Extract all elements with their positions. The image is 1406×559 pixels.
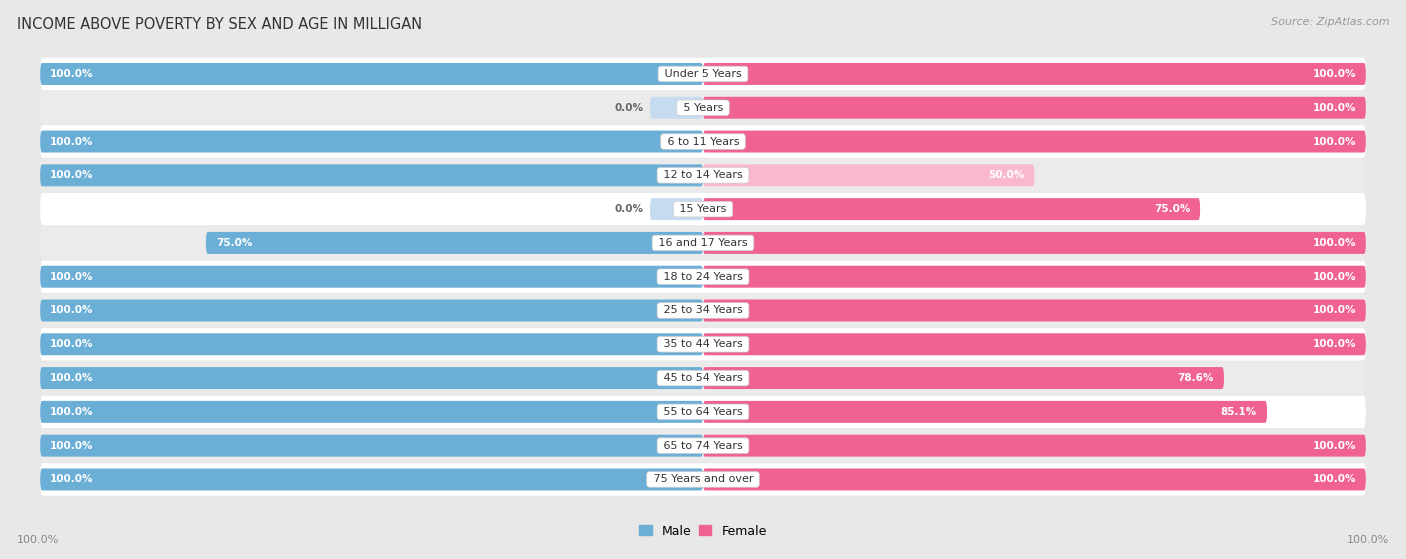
Text: 100.0%: 100.0% <box>1312 103 1355 113</box>
FancyBboxPatch shape <box>41 435 703 457</box>
FancyBboxPatch shape <box>41 463 1365 496</box>
FancyBboxPatch shape <box>205 232 703 254</box>
Text: 45 to 54 Years: 45 to 54 Years <box>659 373 747 383</box>
Text: 100.0%: 100.0% <box>51 339 94 349</box>
FancyBboxPatch shape <box>703 401 1267 423</box>
Text: 100.0%: 100.0% <box>51 136 94 146</box>
Text: INCOME ABOVE POVERTY BY SEX AND AGE IN MILLIGAN: INCOME ABOVE POVERTY BY SEX AND AGE IN M… <box>17 17 422 32</box>
FancyBboxPatch shape <box>41 294 1365 326</box>
Text: Source: ZipAtlas.com: Source: ZipAtlas.com <box>1271 17 1389 27</box>
Text: 100.0%: 100.0% <box>51 69 94 79</box>
Text: 100.0%: 100.0% <box>51 407 94 417</box>
Text: 0.0%: 0.0% <box>614 103 644 113</box>
FancyBboxPatch shape <box>703 97 1365 119</box>
FancyBboxPatch shape <box>703 266 1365 288</box>
FancyBboxPatch shape <box>703 333 1365 356</box>
FancyBboxPatch shape <box>41 362 1365 394</box>
Text: 35 to 44 Years: 35 to 44 Years <box>659 339 747 349</box>
Text: 65 to 74 Years: 65 to 74 Years <box>659 440 747 451</box>
Text: 0.0%: 0.0% <box>614 204 644 214</box>
Text: 100.0%: 100.0% <box>1312 306 1355 315</box>
Text: 75.0%: 75.0% <box>217 238 252 248</box>
Text: 75.0%: 75.0% <box>1154 204 1191 214</box>
FancyBboxPatch shape <box>703 198 1201 220</box>
FancyBboxPatch shape <box>41 468 703 490</box>
Text: 16 and 17 Years: 16 and 17 Years <box>655 238 751 248</box>
FancyBboxPatch shape <box>703 367 1225 389</box>
Text: 100.0%: 100.0% <box>1312 475 1355 485</box>
FancyBboxPatch shape <box>703 63 1365 85</box>
FancyBboxPatch shape <box>41 227 1365 259</box>
FancyBboxPatch shape <box>703 131 1365 153</box>
Text: Under 5 Years: Under 5 Years <box>661 69 745 79</box>
FancyBboxPatch shape <box>41 164 703 186</box>
FancyBboxPatch shape <box>41 367 703 389</box>
FancyBboxPatch shape <box>41 58 1365 90</box>
FancyBboxPatch shape <box>41 333 703 356</box>
Text: 100.0%: 100.0% <box>1312 440 1355 451</box>
Text: 100.0%: 100.0% <box>51 272 94 282</box>
Text: 100.0%: 100.0% <box>1312 272 1355 282</box>
Text: 18 to 24 Years: 18 to 24 Years <box>659 272 747 282</box>
Text: 100.0%: 100.0% <box>51 475 94 485</box>
FancyBboxPatch shape <box>650 97 703 119</box>
Text: 75 Years and over: 75 Years and over <box>650 475 756 485</box>
Text: 100.0%: 100.0% <box>1312 339 1355 349</box>
FancyBboxPatch shape <box>703 164 1035 186</box>
FancyBboxPatch shape <box>41 92 1365 124</box>
FancyBboxPatch shape <box>41 125 1365 158</box>
Text: 85.1%: 85.1% <box>1220 407 1257 417</box>
Text: 100.0%: 100.0% <box>17 535 59 545</box>
Text: 5 Years: 5 Years <box>679 103 727 113</box>
FancyBboxPatch shape <box>41 300 703 321</box>
Text: 12 to 14 Years: 12 to 14 Years <box>659 170 747 181</box>
Text: 25 to 34 Years: 25 to 34 Years <box>659 306 747 315</box>
FancyBboxPatch shape <box>703 468 1365 490</box>
Text: 100.0%: 100.0% <box>1312 69 1355 79</box>
Text: 6 to 11 Years: 6 to 11 Years <box>664 136 742 146</box>
Text: 100.0%: 100.0% <box>51 440 94 451</box>
FancyBboxPatch shape <box>41 328 1365 361</box>
FancyBboxPatch shape <box>41 131 703 153</box>
FancyBboxPatch shape <box>41 63 703 85</box>
Text: 100.0%: 100.0% <box>51 373 94 383</box>
Text: 50.0%: 50.0% <box>988 170 1025 181</box>
FancyBboxPatch shape <box>703 435 1365 457</box>
FancyBboxPatch shape <box>41 266 703 288</box>
Legend: Male, Female: Male, Female <box>640 524 766 538</box>
FancyBboxPatch shape <box>41 260 1365 293</box>
Text: 100.0%: 100.0% <box>1312 238 1355 248</box>
FancyBboxPatch shape <box>41 396 1365 428</box>
FancyBboxPatch shape <box>41 193 1365 225</box>
FancyBboxPatch shape <box>703 300 1365 321</box>
Text: 100.0%: 100.0% <box>51 170 94 181</box>
FancyBboxPatch shape <box>703 232 1365 254</box>
FancyBboxPatch shape <box>41 159 1365 192</box>
Text: 100.0%: 100.0% <box>1312 136 1355 146</box>
Text: 15 Years: 15 Years <box>676 204 730 214</box>
FancyBboxPatch shape <box>41 401 703 423</box>
Text: 100.0%: 100.0% <box>51 306 94 315</box>
Text: 78.6%: 78.6% <box>1178 373 1213 383</box>
FancyBboxPatch shape <box>650 198 703 220</box>
Text: 100.0%: 100.0% <box>1347 535 1389 545</box>
Text: 55 to 64 Years: 55 to 64 Years <box>659 407 747 417</box>
FancyBboxPatch shape <box>41 429 1365 462</box>
